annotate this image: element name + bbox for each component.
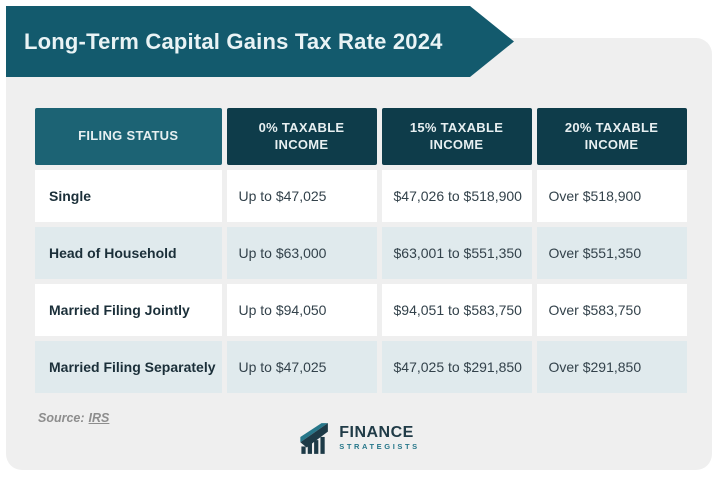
table-header-row: FILING STATUS 0% TAXABLE INCOME 15% TAXA… <box>35 108 687 165</box>
column-header-15-percent: 15% TAXABLE INCOME <box>381 108 532 165</box>
source-label: Source: <box>38 411 85 425</box>
table-row: Single Up to $47,025 $47,026 to $518,900… <box>35 170 687 222</box>
source-irs-link[interactable]: IRS <box>88 411 110 425</box>
filing-status-cell: Head of Household <box>35 227 222 279</box>
income-0-cell: Up to $47,025 <box>226 341 377 393</box>
infographic-card: FILING STATUS 0% TAXABLE INCOME 15% TAXA… <box>6 38 712 470</box>
page-title: Long-Term Capital Gains Tax Rate 2024 <box>24 29 443 54</box>
source-note: Source: IRS <box>38 411 109 425</box>
income-0-cell: Up to $63,000 <box>226 227 377 279</box>
income-15-cell: $47,025 to $291,850 <box>381 341 532 393</box>
income-15-cell: $94,051 to $583,750 <box>381 284 532 336</box>
table-row: Head of Household Up to $63,000 $63,001 … <box>35 227 687 279</box>
title-banner: Long-Term Capital Gains Tax Rate 2024 <box>6 6 514 77</box>
income-15-cell: $63,001 to $551,350 <box>381 227 532 279</box>
filing-status-cell: Married Filing Jointly <box>35 284 222 336</box>
table-row: Married Filing Jointly Up to $94,050 $94… <box>35 284 687 336</box>
income-0-cell: Up to $47,025 <box>226 170 377 222</box>
logo-strategists-text: STRATEGISTS <box>339 442 420 452</box>
tax-rate-table: FILING STATUS 0% TAXABLE INCOME 15% TAXA… <box>30 103 692 398</box>
filing-status-cell: Single <box>35 170 222 222</box>
income-15-cell: $47,026 to $518,900 <box>381 170 532 222</box>
income-20-cell: Over $551,350 <box>536 227 687 279</box>
income-20-cell: Over $291,850 <box>536 341 687 393</box>
logo-finance-text: FINANCE <box>339 424 414 442</box>
income-0-cell: Up to $94,050 <box>226 284 377 336</box>
column-header-20-percent: 20% TAXABLE INCOME <box>536 108 687 165</box>
income-20-cell: Over $583,750 <box>536 284 687 336</box>
logo-bar-chart-arrow-icon <box>300 423 328 454</box>
table-row: Married Filing Separately Up to $47,025 … <box>35 341 687 393</box>
filing-status-cell: Married Filing Separately <box>35 341 222 393</box>
logo-wordmark: FINANCE STRATEGISTS <box>339 425 420 451</box>
income-20-cell: Over $518,900 <box>536 170 687 222</box>
column-header-0-percent: 0% TAXABLE INCOME <box>226 108 377 165</box>
column-header-filing-status: FILING STATUS <box>35 108 222 165</box>
finance-strategists-logo: FINANCE STRATEGISTS <box>298 420 420 456</box>
